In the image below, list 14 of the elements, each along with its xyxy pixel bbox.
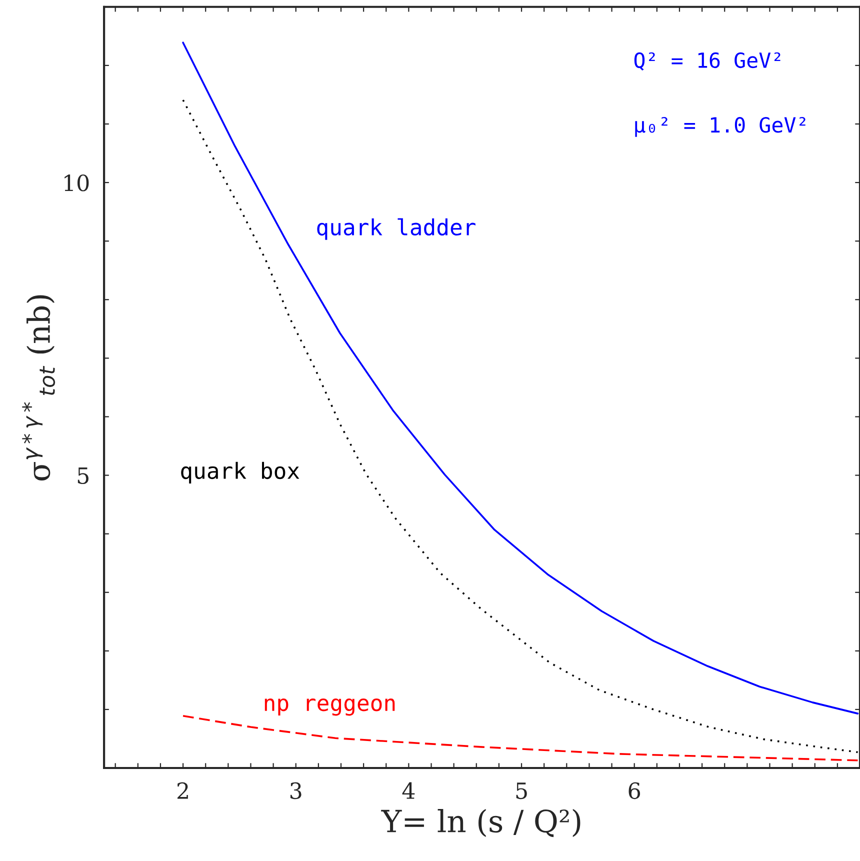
series-label: quark ladder [317,218,476,240]
y-axis-title: σ$^{γ*γ*}$$_{tot}$ (nb) [22,295,56,480]
annotation: Q² = 16 GeV² [634,52,780,71]
x-tick-label: 3 [290,782,302,800]
series-label: np reggeon [264,698,395,716]
x-tick-label: 2 [177,782,188,799]
x-axis-title: Y= ln (s / Q²) [381,808,580,838]
x-tick-label: 4 [402,782,415,799]
text: quark box [181,462,300,484]
y-tick-label: 10 [64,174,89,192]
annotation: μ₀² = 1.0 GeV² [635,117,806,137]
x-tick-label: 6 [628,782,640,800]
line-series [182,715,859,762]
x-tick-label: 5 [516,782,527,800]
